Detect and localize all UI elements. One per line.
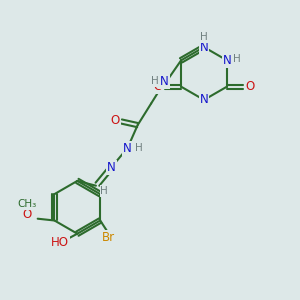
Text: N: N <box>123 142 131 155</box>
Text: HO: HO <box>51 236 69 249</box>
Text: H: H <box>151 76 159 86</box>
Text: CH₃: CH₃ <box>18 199 37 209</box>
Text: Br: Br <box>102 231 115 244</box>
Text: H: H <box>100 186 108 196</box>
Text: O: O <box>153 80 163 93</box>
Text: O: O <box>245 80 255 93</box>
Text: O: O <box>23 208 32 221</box>
Text: N: N <box>160 75 169 88</box>
Text: N: N <box>107 160 116 174</box>
Text: H: H <box>135 143 142 154</box>
Text: H: H <box>200 32 208 43</box>
Text: O: O <box>110 114 120 128</box>
Text: N: N <box>200 93 208 106</box>
Text: N: N <box>223 54 231 67</box>
Text: H: H <box>233 54 241 64</box>
Text: N: N <box>200 40 208 54</box>
